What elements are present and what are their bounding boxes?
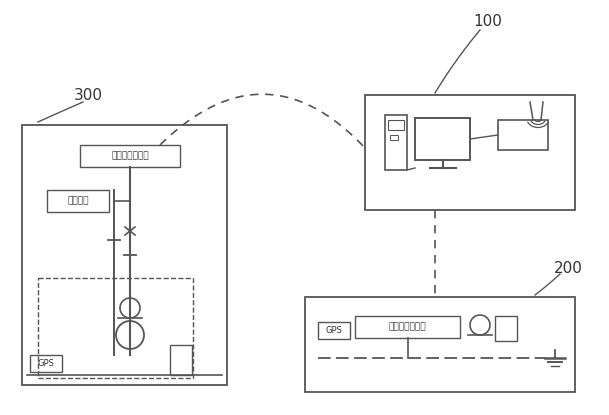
Bar: [390, 135, 398, 140]
Text: 200: 200: [554, 261, 582, 276]
Bar: [30, 355, 62, 372]
Bar: [318, 322, 350, 339]
Bar: [170, 345, 192, 375]
Bar: [38, 278, 193, 378]
Bar: [365, 95, 575, 210]
Text: 污水采集保存器: 污水采集保存器: [389, 322, 426, 332]
Text: GPS: GPS: [326, 326, 342, 335]
Bar: [498, 120, 548, 150]
Text: 起吸设备: 起吸设备: [67, 196, 89, 205]
Text: 污水采集保存器: 污水采集保存器: [111, 151, 149, 161]
Text: 300: 300: [74, 88, 102, 103]
Bar: [47, 190, 109, 212]
Text: GPS: GPS: [38, 359, 54, 368]
Bar: [22, 125, 227, 385]
Bar: [80, 145, 180, 167]
Bar: [305, 297, 575, 392]
Bar: [385, 115, 407, 170]
Bar: [355, 316, 460, 338]
Bar: [495, 316, 517, 341]
Bar: [388, 120, 404, 130]
Text: 100: 100: [474, 15, 502, 29]
Bar: [415, 118, 470, 160]
